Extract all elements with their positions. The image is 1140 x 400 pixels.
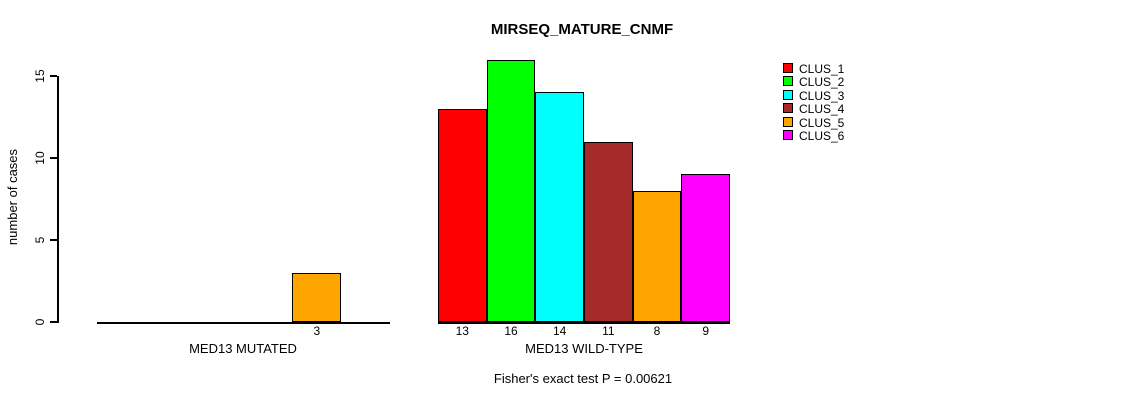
bar-clus_2 xyxy=(486,59,536,322)
legend-label-clus_4: CLUS_4 xyxy=(799,102,845,117)
bar-value-label: 3 xyxy=(313,324,321,338)
bar-clus_4 xyxy=(584,141,633,322)
legend-swatch-clus_1 xyxy=(783,63,793,73)
y-axis-tick xyxy=(50,157,57,159)
legend-swatch-clus_3 xyxy=(783,89,793,100)
legend-label-clus_3: CLUS_3 xyxy=(799,88,845,103)
bar-clus_5 xyxy=(632,190,682,322)
bar-value-label: 9 xyxy=(702,324,710,338)
y-axis-label: number of cases xyxy=(5,148,20,246)
legend-swatch-clus_2 xyxy=(783,76,793,87)
bar-clus_5 xyxy=(292,272,342,322)
y-axis-tick xyxy=(50,75,57,77)
bar-clus_3 xyxy=(535,92,584,322)
legend-label-clus_6: CLUS_6 xyxy=(799,129,845,143)
legend-swatch-clus_6 xyxy=(783,130,793,140)
y-axis-line xyxy=(57,76,59,323)
y-axis-tick-label: 0 xyxy=(33,318,47,326)
bar-clus_6 xyxy=(681,174,730,322)
group-label-med13-mutated: MED13 MUTATED xyxy=(189,341,297,356)
x-axis-line xyxy=(438,322,730,324)
legend-label-clus_1: CLUS_1 xyxy=(799,62,845,76)
y-axis-tick xyxy=(50,321,57,323)
y-axis-tick xyxy=(50,239,57,241)
x-axis-line xyxy=(97,322,390,324)
group-label-med13-wild-type: MED13 WILD-TYPE xyxy=(525,341,643,356)
bar-clus_1 xyxy=(438,108,487,322)
bar-value-label: 13 xyxy=(455,324,469,338)
legend-swatch-clus_5 xyxy=(783,116,793,127)
legend-label-clus_2: CLUS_2 xyxy=(799,75,845,90)
bar-value-label: 16 xyxy=(504,324,518,338)
y-axis-tick-label: 10 xyxy=(33,151,47,165)
y-axis-tick-label: 5 xyxy=(33,236,47,244)
bar-value-label: 11 xyxy=(602,324,615,338)
bar-value-label: 8 xyxy=(653,324,661,338)
bar-value-label: 14 xyxy=(553,324,567,338)
fisher-test-footnote: Fisher's exact test P = 0.00621 xyxy=(493,371,673,386)
y-axis-tick-label: 15 xyxy=(33,69,47,83)
chart-title: MIRSEQ_MATURE_CNMF xyxy=(490,21,674,38)
legend-label-clus_5: CLUS_5 xyxy=(799,115,845,130)
legend-swatch-clus_4 xyxy=(783,103,793,114)
